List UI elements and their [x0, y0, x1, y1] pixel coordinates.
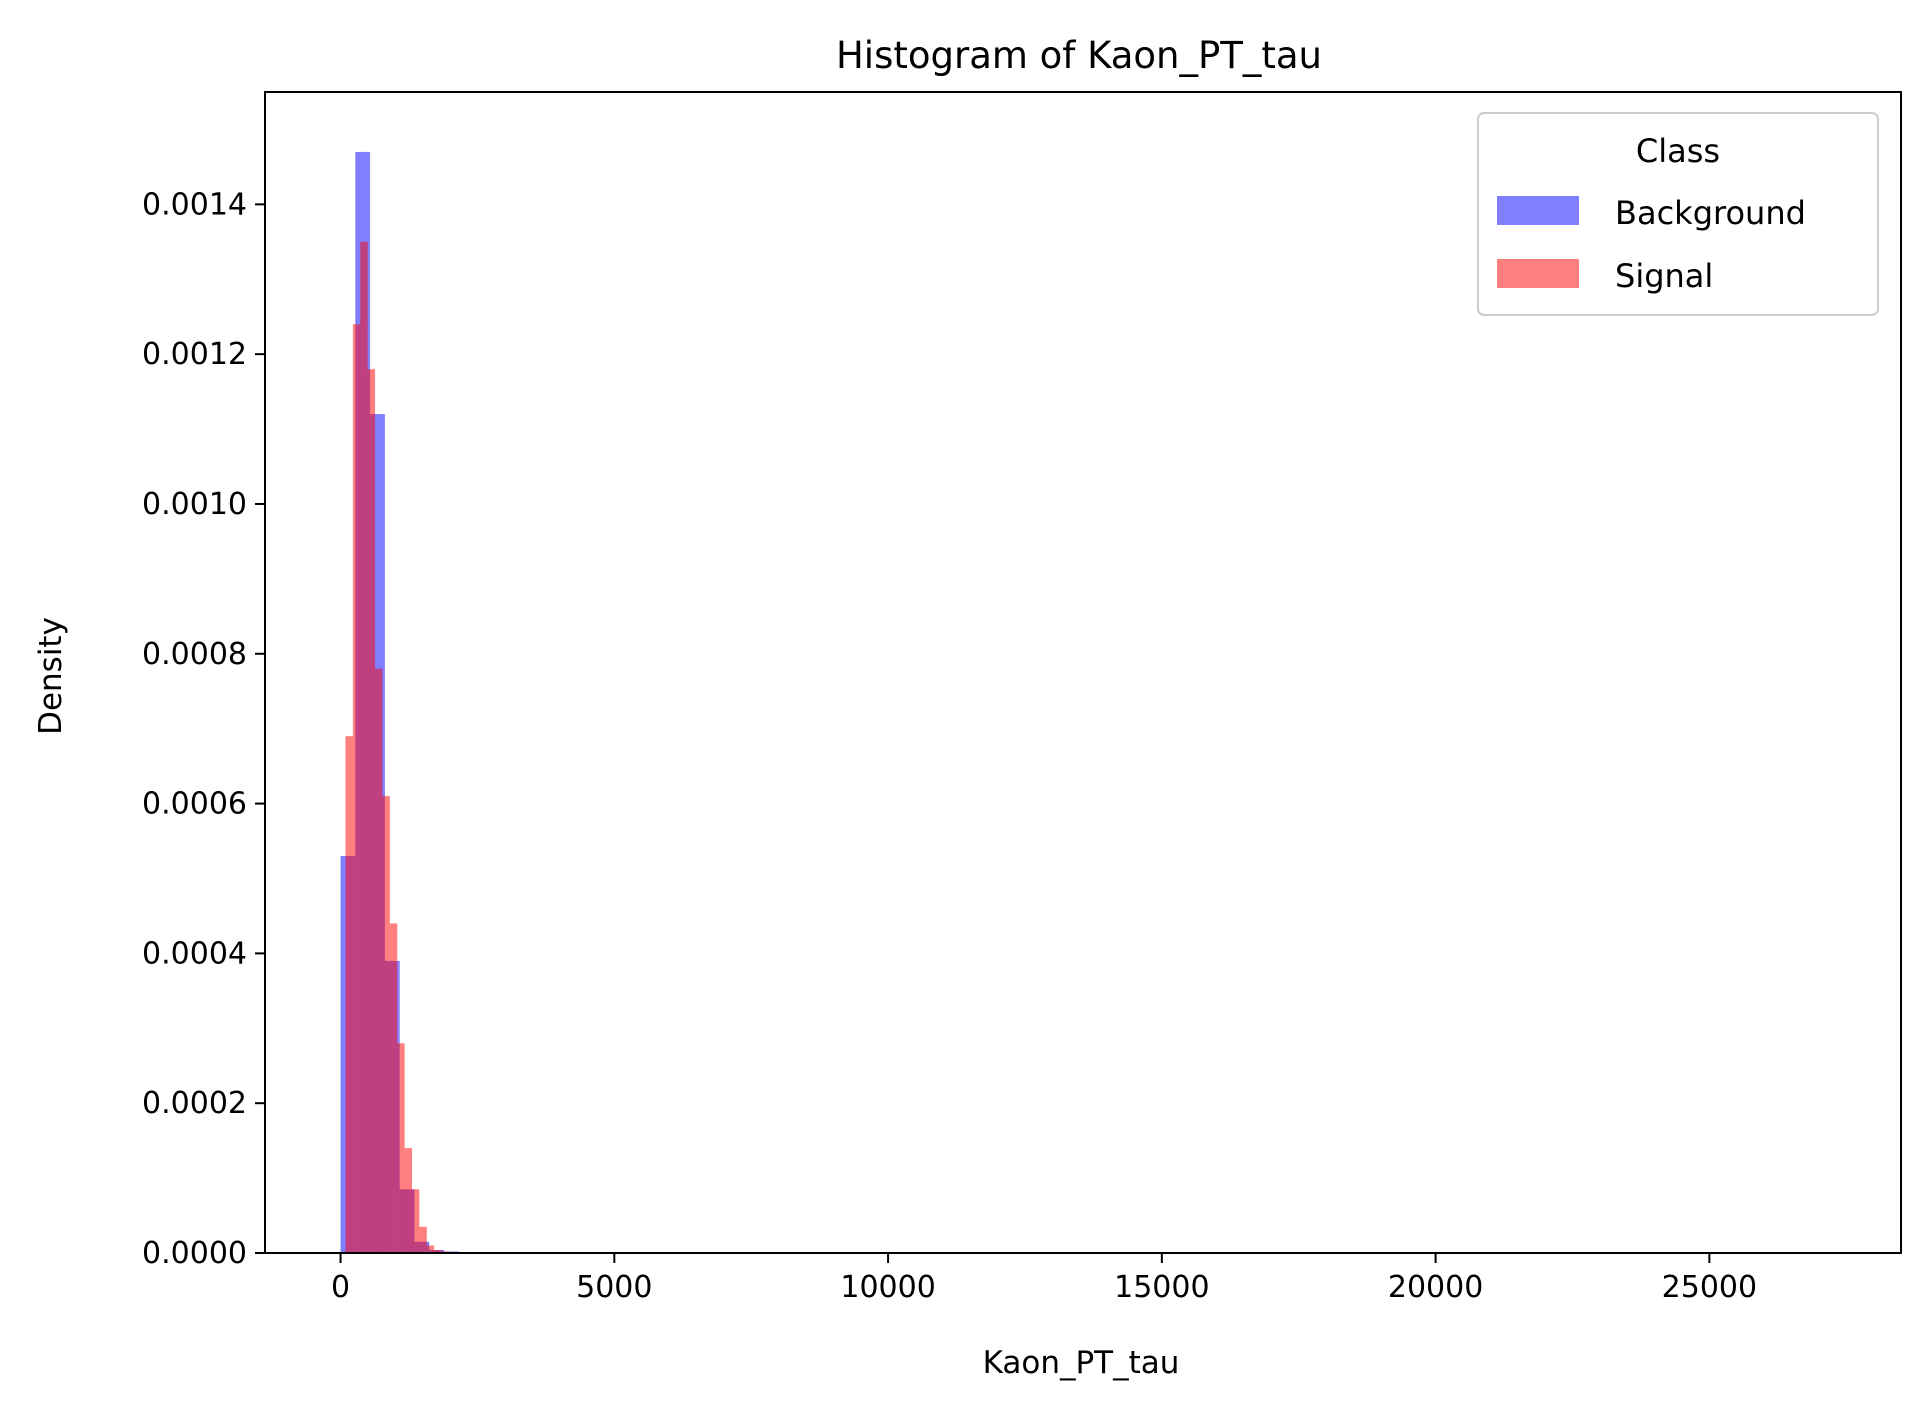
bar-signal-6 [389, 923, 398, 1253]
y-tick-label: 0.0010 [142, 487, 247, 522]
x-tick-label: 5000 [576, 1270, 652, 1305]
y-axis-label: Density [33, 617, 69, 735]
x-tick-label: 0 [331, 1270, 350, 1305]
legend-swatch-background [1497, 196, 1579, 225]
legend-swatch-signal [1497, 259, 1579, 288]
bars-layer [340, 151, 459, 1253]
bar-signal-7 [397, 1043, 405, 1253]
legend-label-background: Background [1615, 194, 1806, 232]
x-tick-label: 15000 [1114, 1270, 1209, 1305]
bar-signal-10 [419, 1226, 427, 1253]
bar-signal-12 [434, 1250, 442, 1253]
y-tick-label: 0.0004 [142, 936, 247, 971]
bar-signal-5 [382, 796, 390, 1253]
x-tick-label: 20000 [1388, 1270, 1483, 1305]
y-tick-label: 0.0002 [142, 1086, 247, 1121]
x-axis-label: Kaon_PT_tau [983, 1345, 1180, 1381]
x-tick-label: 10000 [840, 1270, 935, 1305]
bar-signal-2 [360, 241, 368, 1253]
y-tick-label: 0.0006 [142, 787, 247, 822]
legend-label-signal: Signal [1615, 257, 1713, 295]
legend: Class Background Signal [1477, 112, 1879, 316]
y-axis: 0.0000 0.0002 0.0004 0.0006 0.0008 0.0010 0.00… [142, 187, 265, 1271]
bar-signal-4 [375, 668, 383, 1253]
legend-title: Class [1636, 132, 1720, 170]
bar-signal-11 [426, 1245, 435, 1253]
x-tick-label: 25000 [1662, 1270, 1757, 1305]
chart-title: Histogram of Kaon_PT_tau [836, 34, 1322, 77]
bar-signal-0 [345, 736, 353, 1253]
bar-signal-8 [404, 1148, 413, 1253]
bar-signal-1 [352, 324, 361, 1253]
bar-signal-9 [412, 1189, 420, 1253]
x-axis: 0 5000 10000 15000 20000 25000 [331, 1253, 1757, 1305]
plot-frame [264, 91, 1902, 1254]
y-tick-label: 0.0014 [142, 187, 247, 222]
y-tick-label: 0.0000 [142, 1236, 247, 1271]
y-tick-label: 0.0008 [142, 637, 247, 672]
y-tick-label: 0.0012 [142, 337, 247, 372]
bar-signal-3 [367, 369, 376, 1253]
